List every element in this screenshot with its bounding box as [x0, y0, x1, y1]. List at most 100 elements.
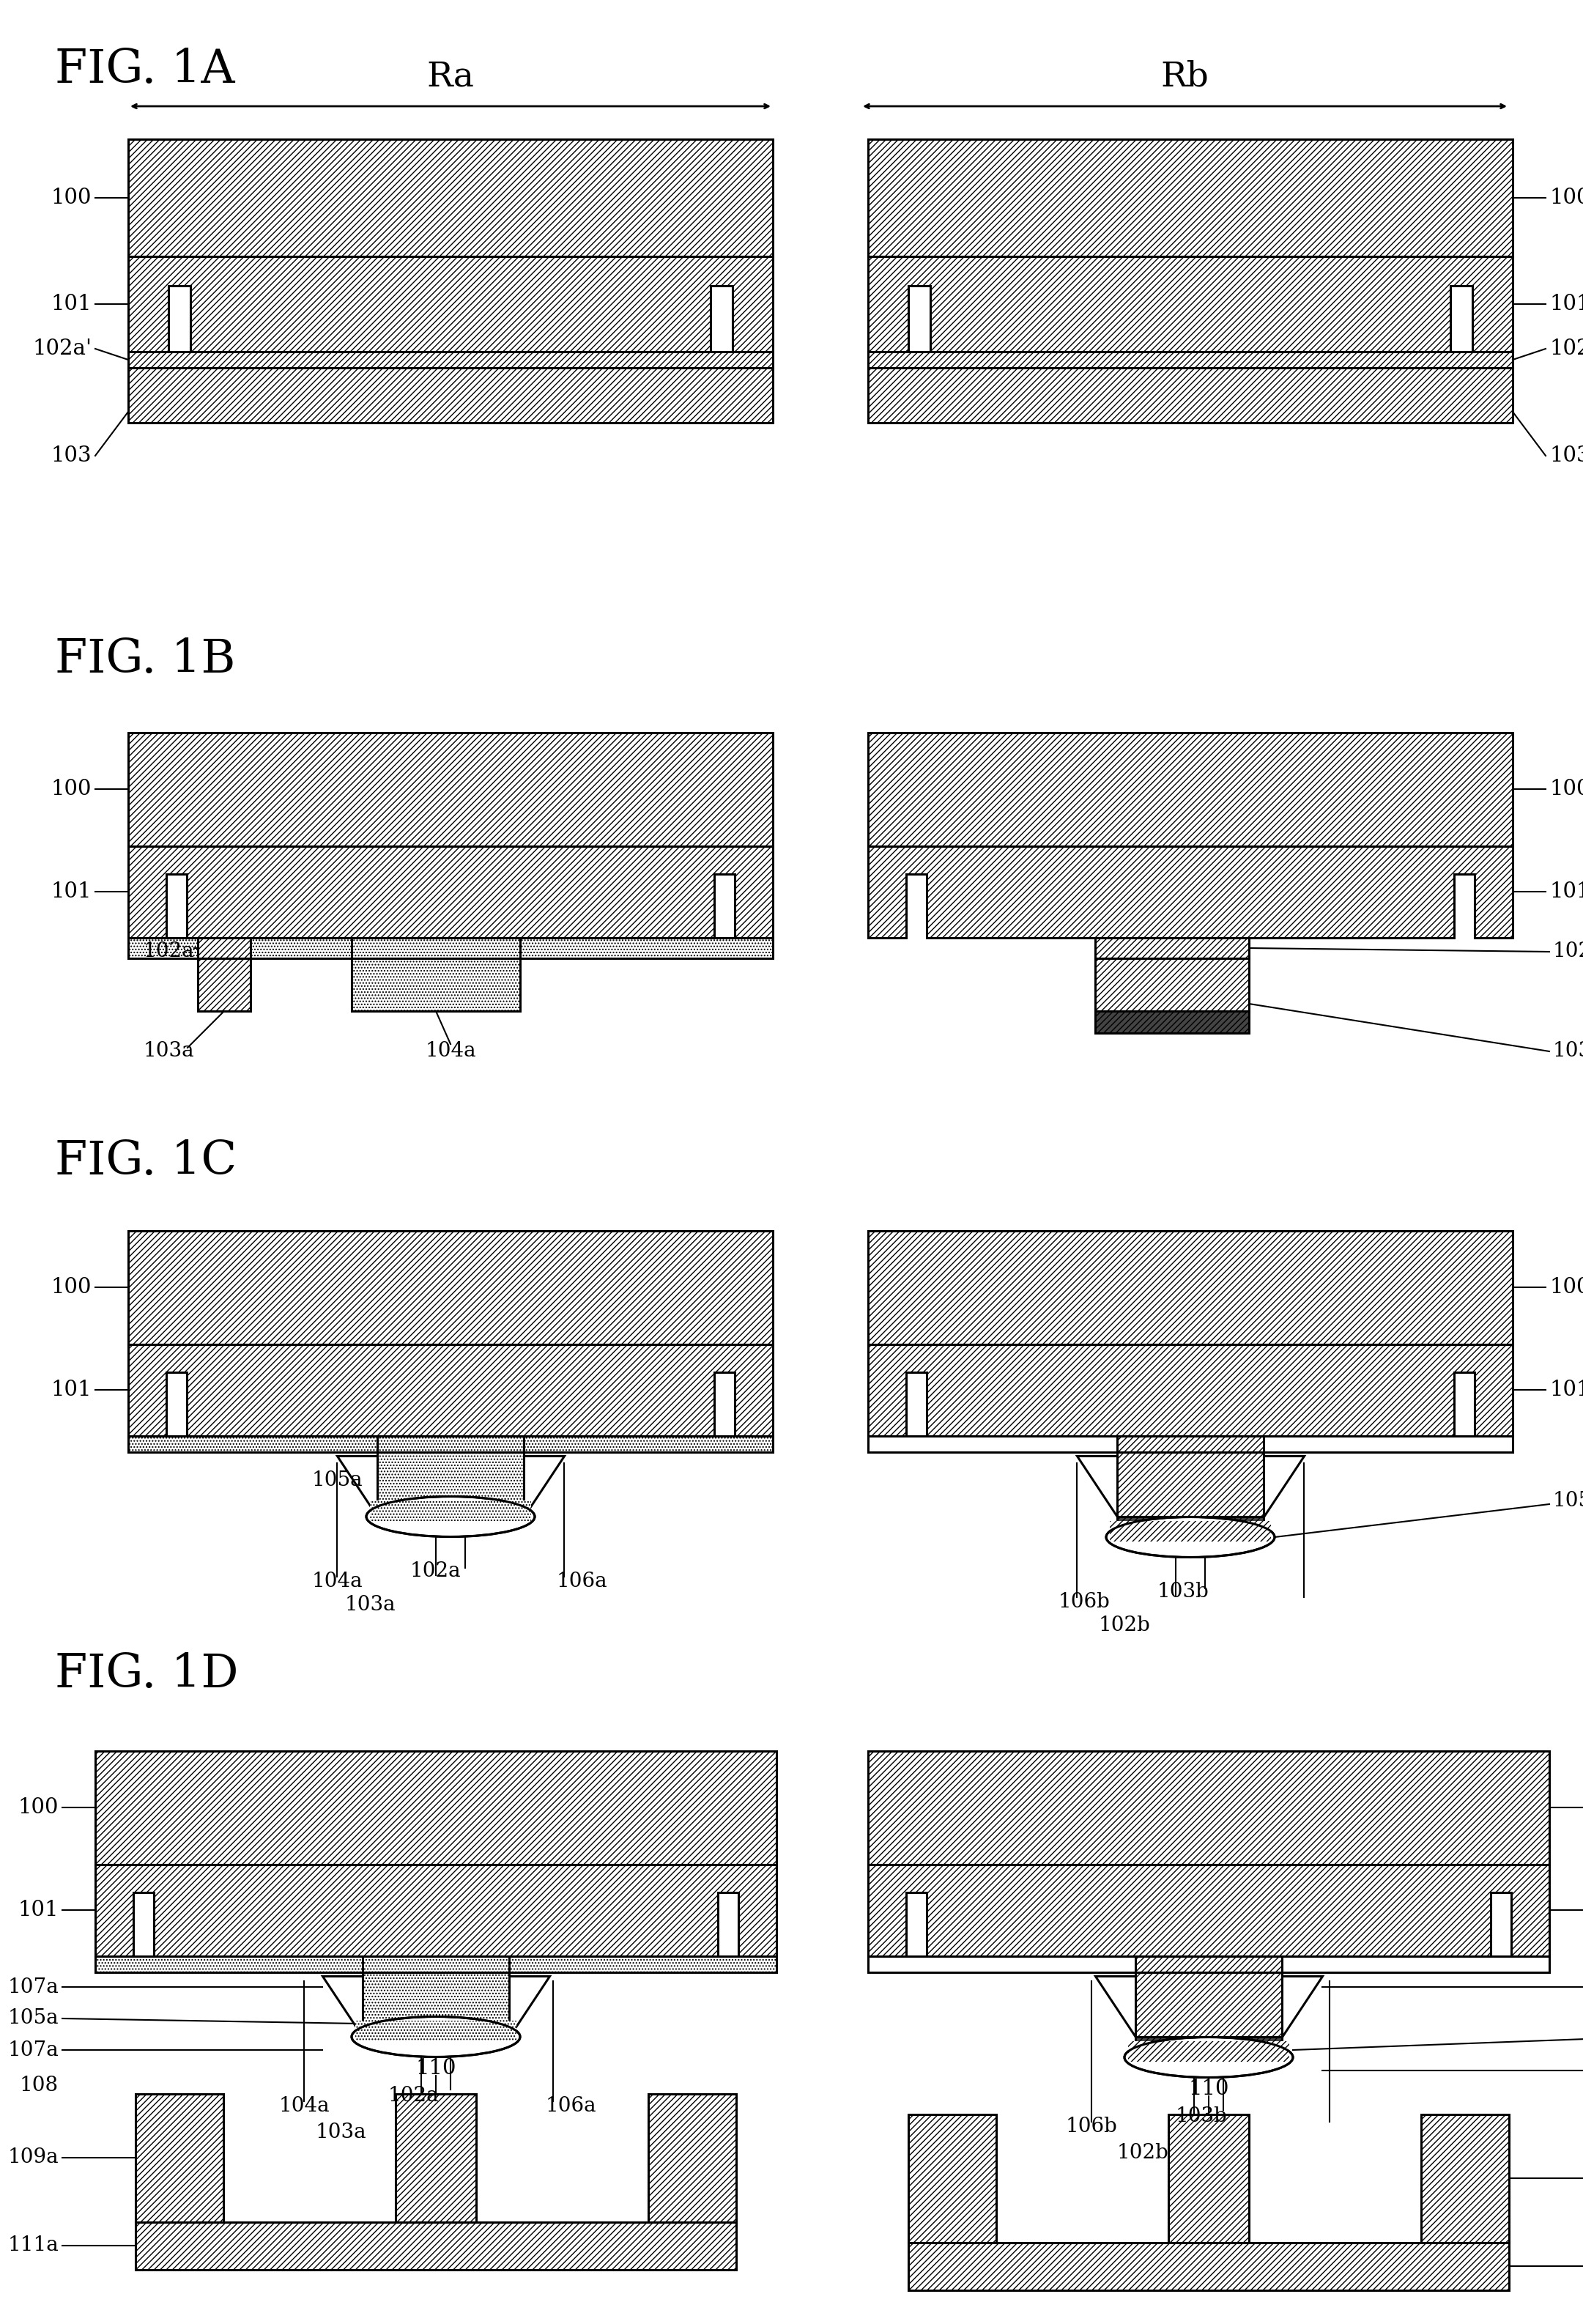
- Bar: [867, 367, 1513, 423]
- Bar: [1118, 1452, 1263, 1518]
- Bar: [867, 732, 1513, 846]
- Text: 103a: 103a: [345, 1594, 396, 1615]
- Polygon shape: [1263, 1455, 1304, 1518]
- Polygon shape: [1076, 1455, 1118, 1518]
- Text: 103a: 103a: [315, 2122, 366, 2143]
- Text: 105a: 105a: [8, 2008, 59, 2029]
- Bar: [1118, 1436, 1263, 1452]
- Bar: [128, 1436, 773, 1452]
- Bar: [128, 367, 773, 423]
- Ellipse shape: [1107, 1518, 1274, 1557]
- Text: 107a: 107a: [8, 2040, 59, 2059]
- Bar: [351, 957, 521, 1011]
- Text: 103b: 103b: [1553, 1041, 1583, 1062]
- Text: 104a: 104a: [312, 1571, 363, 1592]
- Text: 101: 101: [51, 1380, 92, 1399]
- Text: 105b: 105b: [1553, 1490, 1583, 1511]
- Bar: [363, 1973, 510, 2036]
- Text: 104a: 104a: [424, 1041, 476, 1062]
- Text: 102b: 102b: [1099, 1615, 1151, 1634]
- Bar: [351, 939, 521, 957]
- Bar: [1110, 1520, 1271, 1541]
- Text: 106b: 106b: [1057, 1592, 1110, 1611]
- Polygon shape: [1095, 1975, 1135, 2036]
- Text: 101: 101: [1550, 293, 1583, 314]
- Polygon shape: [128, 846, 773, 939]
- Ellipse shape: [351, 2017, 521, 2057]
- Text: 101: 101: [1550, 881, 1583, 902]
- Bar: [95, 1750, 777, 1864]
- Polygon shape: [337, 1455, 377, 1518]
- Text: 102b: 102b: [1553, 941, 1583, 962]
- Bar: [1168, 2115, 1249, 2243]
- Bar: [1118, 1518, 1263, 1536]
- Text: 100: 100: [17, 1796, 59, 1817]
- Text: 102a: 102a: [410, 1562, 461, 1580]
- Bar: [128, 1232, 773, 1343]
- Text: 106a: 106a: [546, 2096, 597, 2117]
- Bar: [1129, 2040, 1289, 2061]
- Text: 110: 110: [415, 2059, 456, 2078]
- Text: 106b: 106b: [1065, 2117, 1118, 2136]
- Text: 103: 103: [1550, 446, 1583, 467]
- Bar: [128, 139, 773, 256]
- Text: 111a: 111a: [8, 2236, 59, 2257]
- Bar: [370, 1501, 530, 1520]
- Text: Ra: Ra: [427, 60, 475, 93]
- Text: 100: 100: [1550, 1276, 1583, 1297]
- Polygon shape: [867, 1343, 1513, 1436]
- Polygon shape: [128, 256, 773, 351]
- Bar: [1095, 939, 1249, 957]
- Bar: [136, 2222, 736, 2271]
- Polygon shape: [323, 1975, 363, 2036]
- Ellipse shape: [1124, 2038, 1293, 2078]
- Text: 103: 103: [51, 446, 92, 467]
- Bar: [1135, 2036, 1282, 2057]
- Text: 106a: 106a: [557, 1571, 608, 1592]
- Text: FIG. 1A: FIG. 1A: [55, 46, 234, 93]
- Bar: [136, 2094, 223, 2222]
- Bar: [363, 1957, 510, 1973]
- Polygon shape: [524, 1455, 564, 1518]
- Text: FIG. 1C: FIG. 1C: [55, 1139, 237, 1183]
- Text: 110: 110: [1189, 2078, 1228, 2099]
- Text: Rb: Rb: [1160, 60, 1209, 93]
- Polygon shape: [510, 1975, 549, 2036]
- Polygon shape: [95, 1864, 777, 1957]
- Bar: [377, 1436, 524, 1452]
- Bar: [95, 1957, 777, 1973]
- Text: 100: 100: [51, 1276, 92, 1297]
- Bar: [649, 2094, 736, 2222]
- Text: 100: 100: [51, 188, 92, 209]
- Text: 100: 100: [1550, 779, 1583, 799]
- Text: 102a: 102a: [142, 941, 195, 962]
- Text: 102a: 102a: [388, 2085, 438, 2106]
- Polygon shape: [867, 846, 1513, 939]
- Text: 102a': 102a': [32, 339, 92, 358]
- Bar: [867, 139, 1513, 256]
- Text: FIG. 1B: FIG. 1B: [55, 637, 236, 683]
- Ellipse shape: [366, 1497, 535, 1536]
- Bar: [128, 732, 773, 846]
- Text: 102b: 102b: [1118, 2143, 1168, 2161]
- Bar: [198, 957, 250, 1011]
- Bar: [1095, 957, 1249, 1011]
- Text: 102b': 102b': [1550, 339, 1583, 358]
- Bar: [909, 2115, 996, 2243]
- Polygon shape: [1282, 1975, 1322, 2036]
- Polygon shape: [867, 256, 1513, 351]
- Text: 103b: 103b: [1176, 2106, 1227, 2126]
- Text: FIG. 1D: FIG. 1D: [55, 1652, 239, 1697]
- Bar: [867, 351, 1513, 367]
- Bar: [396, 2094, 476, 2222]
- Bar: [909, 2243, 1509, 2289]
- Text: 101: 101: [1550, 1380, 1583, 1399]
- Text: 100: 100: [1550, 188, 1583, 209]
- Bar: [1422, 2115, 1509, 2243]
- Text: 109a: 109a: [8, 2147, 59, 2168]
- Bar: [198, 939, 250, 957]
- Bar: [1135, 1957, 1282, 1973]
- Bar: [1135, 1973, 1282, 2036]
- Bar: [867, 1957, 1550, 1973]
- Polygon shape: [128, 1343, 773, 1436]
